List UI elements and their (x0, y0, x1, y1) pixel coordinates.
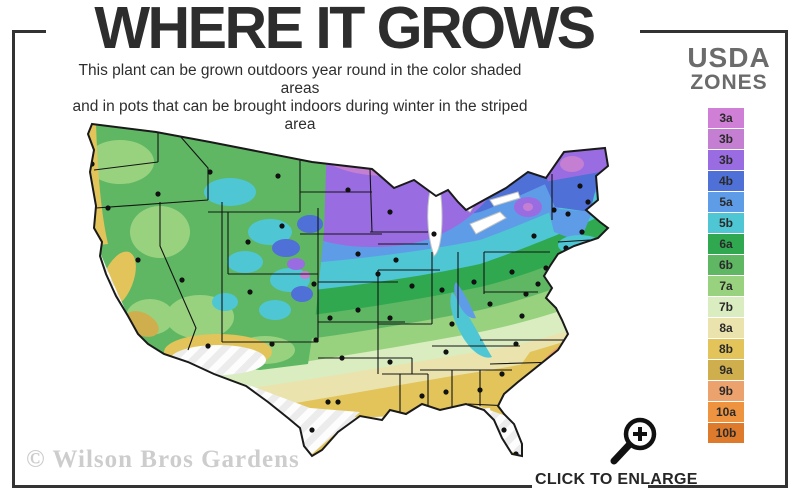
legend-chip-9a: 9a (708, 360, 744, 380)
legend-chip-8a: 8a (708, 318, 744, 338)
legend-chip-7b: 7b (708, 297, 744, 317)
legend-chip-9b: 9b (708, 381, 744, 401)
state-boundaries (93, 132, 591, 412)
striped-area-south-texas (246, 384, 360, 454)
legend-chip-3a: 3a (708, 108, 744, 128)
legend-chip-3b: 3b (708, 150, 744, 170)
us-outline (86, 122, 610, 458)
frame-left (12, 30, 15, 488)
legend-chip-10a: 10a (708, 402, 744, 422)
zone-legend: 3a 3b 3b 4b 5a 5b 6a 6b 7a 7b 8a 8b 9a 9b 10a 10b (708, 108, 744, 444)
subtitle: This plant can be grown outdoors year ro… (60, 62, 540, 134)
legend-title: USDA ZONES (676, 44, 782, 94)
watermark: © Wilson Bros Gardens (26, 446, 300, 473)
subtitle-line1: This plant can be grown outdoors year ro… (78, 62, 522, 97)
frame-bottom-right (648, 485, 788, 488)
legend-chip-10b: 10b (708, 423, 744, 443)
subtitle-line2: and in pots that can be brought indoors … (72, 98, 528, 133)
frame-top-right (640, 30, 788, 33)
legend-chip-8b: 8b (708, 339, 744, 359)
frame-bottom-left (12, 485, 532, 488)
magnifier-zoom-icon[interactable] (608, 414, 660, 473)
legend-chip-4b: 4b (708, 171, 744, 191)
legend-chip-6b: 6b (708, 255, 744, 275)
legend-chip-5a: 5a (708, 192, 744, 212)
legend-title-usda: USDA (687, 42, 771, 73)
legend-chip-6a: 6a (708, 234, 744, 254)
legend-chip-5b: 5b (708, 213, 744, 233)
legend-title-zones: ZONES (690, 71, 768, 94)
frame-top-left-stub (12, 30, 46, 33)
city-dots (89, 161, 591, 456)
page-title: WHERE IT GROWS (94, 0, 596, 61)
legend-chip-7a: 7a (708, 276, 744, 296)
frame-right (785, 30, 788, 488)
us-zone-map[interactable] (60, 112, 620, 462)
legend-chip-3b: 3b (708, 129, 744, 149)
click-to-enlarge-button[interactable]: CLICK TO ENLARGE (535, 471, 698, 488)
